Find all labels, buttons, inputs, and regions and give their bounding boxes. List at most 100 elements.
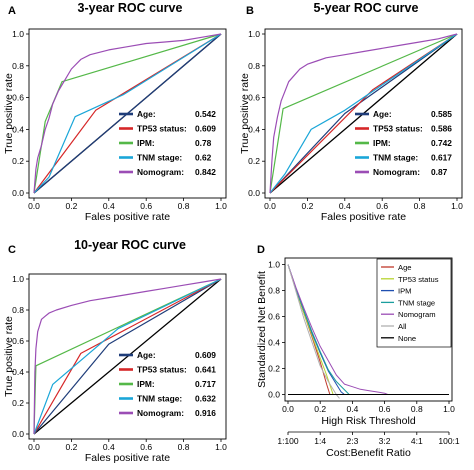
series-line-tnm (33, 278, 222, 435)
series-lines (287, 264, 449, 399)
legend-label: IPM (398, 287, 412, 296)
panel-label: D (257, 244, 265, 256)
reference-diagonal (33, 278, 222, 435)
legend-label: TP53 status: (137, 124, 187, 134)
series-line-ipm (269, 33, 458, 194)
secondary-x-ticks: 1:100 1:4 2:3 3:2 4:1 100:1 (277, 432, 460, 446)
x-tick-label: 0.4 (103, 201, 115, 211)
y-tick-label: 0.4 (12, 124, 24, 134)
series-line-dca_tnm (287, 264, 350, 395)
y-tick-label: 0.2 (12, 156, 24, 166)
x-tick-label: 1.0 (215, 442, 227, 452)
x-tick-label: 1.0 (451, 201, 463, 211)
legend: Age: 0.542 TP53 status: 0.609 IPM: 0.78 TNM st… (119, 109, 216, 177)
legend-label: IPM: (373, 138, 391, 148)
legend-value: 0.742 (431, 138, 452, 148)
legend-value: 0.78 (195, 138, 212, 148)
x-tick-label: 0.0 (28, 442, 40, 452)
legend-label: Age: (137, 350, 156, 360)
y-ticks: 0.0 0.2 0.4 0.6 0.8 1.0 (12, 274, 29, 439)
plot-frame (28, 273, 227, 440)
y-axis-label: True positive rate (3, 73, 15, 154)
y-tick-label: 0.0 (12, 429, 24, 439)
chart-title: 3-year ROC curve (78, 1, 183, 15)
legend-value: 0.842 (195, 167, 216, 177)
legend-label: TNM stage: (137, 153, 182, 163)
y-tick-label: 0.2 (268, 364, 280, 374)
y-tick-label: 0.8 (248, 61, 260, 71)
y-tick-label: 0.0 (12, 188, 24, 198)
secondary-tick-label: 3:2 (379, 436, 391, 446)
panel-D: D 0.0 0.2 0.4 0.6 0.8 1.0 0.0 0.2 0.4 0.6 0.8 1.0 Hig… (256, 244, 460, 459)
x-axis-label: Fales positive rate (85, 452, 170, 464)
y-tick-label: 1.0 (248, 29, 260, 39)
y-tick-label: 0.6 (12, 336, 24, 346)
secondary-tick-label: 1:4 (314, 436, 326, 446)
x-tick-label: 0.8 (178, 201, 190, 211)
y-axis-label: True positive rate (239, 73, 251, 154)
x-tick-label: 0.2 (65, 201, 77, 211)
legend-value: 0.586 (431, 124, 452, 134)
x-tick-label: 1.0 (443, 404, 455, 414)
panels: A 3-year ROC curve 0.0 0.2 0.4 0.6 0.8 1.0 0.0 0.… (3, 1, 463, 464)
panel-label: A (8, 5, 16, 17)
y-tick-label: 1.0 (12, 29, 24, 39)
x-tick-label: 0.8 (178, 442, 190, 452)
series-line-dca_tp53 (287, 264, 337, 395)
y-axis-label: Standardized Net Benefit (256, 271, 268, 388)
series-line-nomogram (269, 33, 458, 194)
y-ticks: 0.0 0.2 0.4 0.6 0.8 1.0 (268, 260, 285, 400)
legend-label: None (398, 334, 416, 343)
x-ticks: 0.0 0.2 0.4 0.6 0.8 1.0 (28, 439, 227, 452)
secondary-tick-label: 100:1 (438, 436, 460, 446)
y-tick-label: 0.4 (12, 367, 24, 377)
legend-label: IPM: (137, 138, 155, 148)
secondary-tick-label: 1:100 (277, 436, 299, 446)
legend-value: 0.617 (431, 153, 452, 163)
legend-value: 0.916 (195, 408, 216, 418)
x-tick-label: 0.0 (28, 201, 40, 211)
legend-label: Nomogram: (137, 408, 184, 418)
x-tick-label: 0.2 (65, 442, 77, 452)
legend-value: 0.62 (195, 153, 212, 163)
secondary-tick-label: 4:1 (411, 436, 423, 446)
x-ticks: 0.0 0.2 0.4 0.6 0.8 1.0 (282, 401, 455, 414)
series-line-tnm (33, 33, 222, 194)
legend-label: All (398, 322, 407, 331)
plot-frame (28, 28, 227, 199)
y-tick-label: 0.4 (268, 338, 280, 348)
series-line-age (269, 33, 458, 194)
series-lines (33, 278, 222, 435)
series-line-nomogram (33, 278, 222, 435)
legend: Age: 0.609 TP53 status: 0.641 IPM: 0.717 TNM s… (119, 350, 216, 418)
legend-label: TNM stage: (137, 394, 182, 404)
legend-value: 0.87 (431, 167, 448, 177)
x-tick-label: 0.6 (376, 201, 388, 211)
chart-title: 10-year ROC curve (74, 238, 186, 252)
x-axis-label: High Risk Threshold (321, 415, 416, 427)
y-tick-label: 0.0 (248, 188, 260, 198)
legend-value: 0.641 (195, 365, 216, 375)
x-tick-label: 0.0 (264, 201, 276, 211)
legend-value: 0.717 (195, 379, 216, 389)
x-axis-label: Fales positive rate (321, 211, 406, 223)
legend-label: Age: (137, 109, 156, 119)
panel-C: C 10-year ROC curve 0.0 0.2 0.4 0.6 0.8 1.0 0.0 0… (3, 238, 227, 464)
legend-value: 0.609 (195, 350, 216, 360)
y-tick-label: 0.4 (248, 124, 260, 134)
plot-frame (284, 257, 453, 402)
panel-label: C (8, 244, 16, 256)
x-tick-label: 0.6 (379, 404, 391, 414)
legend-label: IPM: (137, 379, 155, 389)
y-tick-label: 1.0 (268, 260, 280, 270)
chart-title: 5-year ROC curve (314, 1, 419, 15)
y-tick-label: 0.6 (248, 93, 260, 103)
x-tick-label: 0.6 (140, 442, 152, 452)
y-tick-label: 0.6 (268, 312, 280, 322)
x-tick-label: 0.8 (411, 404, 423, 414)
y-tick-label: 0.0 (268, 390, 280, 400)
x-tick-label: 0.2 (301, 201, 313, 211)
legend-label: TP53 status: (137, 365, 187, 375)
